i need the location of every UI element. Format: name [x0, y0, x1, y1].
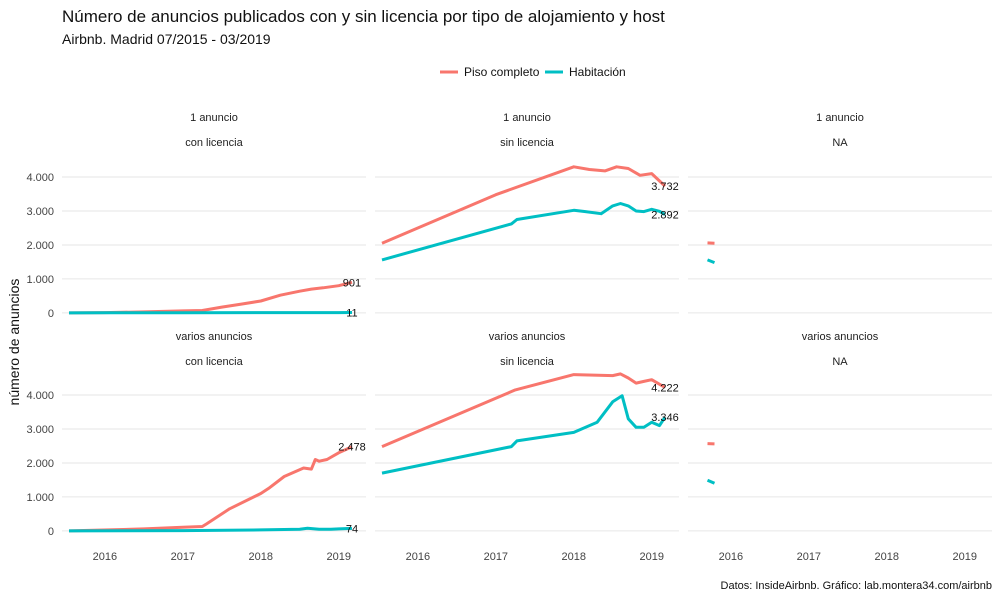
series-line-piso-completo [68, 280, 353, 315]
series-line-piso-completo [381, 165, 667, 245]
panel-1-anuncio-con-licencia: 1 anuncio con licencia 0 1.000 2.000 3.000 4.0… [26, 112, 366, 320]
y-tick-label: 4.000 [26, 172, 54, 184]
series-line-piso-completo [68, 445, 353, 533]
end-value-label: 2.892 [651, 210, 679, 222]
panel-varios-anuncios-na: varios anuncios NA 2016 2017 2018 2019 [688, 331, 992, 563]
x-tick-label: 2016 [406, 551, 430, 563]
series-line-piso-completo [381, 372, 666, 448]
x-tick-label: 2019 [639, 551, 663, 563]
strip-label-row: 1 anuncio [190, 112, 238, 124]
x-tick-label: 2017 [797, 551, 821, 563]
legend: Piso completo Habitación [440, 65, 626, 79]
end-value-label: 74 [346, 523, 358, 535]
panel-varios-anuncios-con-licencia: varios anuncios con licencia 0 1.000 2.000 3.… [26, 331, 366, 563]
chart-subtitle: Airbnb. Madrid 07/2015 - 03/2019 [62, 31, 271, 47]
y-tick-label: 1.000 [26, 492, 54, 504]
y-tick-label: 0 [48, 526, 54, 538]
legend-label-piso: Piso completo [464, 65, 540, 79]
series-line-habitacion [706, 258, 716, 264]
series-line-habitacion [381, 202, 666, 262]
strip-label-row: 1 anuncio [816, 112, 864, 124]
panels: 1 anuncio con licencia 0 1.000 2.000 3.000 4.0… [26, 112, 992, 563]
strip-label-col: sin licencia [500, 356, 555, 368]
end-value-label: 3.346 [651, 412, 679, 424]
strip-label-row: varios anuncios [176, 331, 253, 343]
panel-1-anuncio-sin-licencia: 1 anuncio sin licencia 3.732 2.892 [375, 112, 679, 314]
y-tick-label: 4.000 [26, 390, 54, 402]
legend-label-habitacion: Habitación [569, 65, 626, 79]
end-value-label: 2.478 [338, 442, 366, 454]
caption: Datos: InsideAirbnb. Gráfico: lab.monter… [721, 580, 992, 592]
x-tick-label: 2016 [719, 551, 743, 563]
series-line-habitacion [381, 394, 667, 475]
strip-label-row: 1 anuncio [503, 112, 551, 124]
y-tick-label: 0 [48, 308, 54, 320]
strip-label-row: varios anuncios [489, 331, 566, 343]
strip-label-col: con licencia [185, 356, 243, 368]
x-tick-label: 2017 [484, 551, 508, 563]
x-tick-label: 2019 [326, 551, 350, 563]
y-tick-label: 1.000 [26, 274, 54, 286]
strip-label-col: NA [832, 137, 848, 149]
x-tick-label: 2018 [875, 551, 899, 563]
end-value-label: 4.222 [651, 382, 679, 394]
strip-label-col: NA [832, 356, 848, 368]
x-tick-label: 2018 [562, 551, 586, 563]
y-axis-label: número de anuncios [6, 279, 22, 406]
y-tick-label: 3.000 [26, 206, 54, 218]
strip-label-col: sin licencia [500, 137, 555, 149]
y-tick-label: 3.000 [26, 424, 54, 436]
end-value-label: 901 [343, 277, 361, 289]
end-value-label: 3.732 [651, 181, 679, 193]
end-value-label: 11 [346, 308, 357, 320]
strip-label-col: con licencia [185, 137, 243, 149]
y-tick-label: 2.000 [26, 240, 54, 252]
series-line-habitacion [706, 478, 716, 485]
x-tick-label: 2017 [171, 551, 195, 563]
x-tick-label: 2016 [93, 551, 117, 563]
x-tick-label: 2019 [952, 551, 976, 563]
y-tick-label: 2.000 [26, 458, 54, 470]
x-tick-label: 2018 [249, 551, 273, 563]
panel-varios-anuncios-sin-licencia: varios anuncios sin licencia 2016 2017 2018 2… [375, 331, 679, 563]
strip-label-row: varios anuncios [802, 331, 879, 343]
chart-title: Número de anuncios publicados con y sin … [62, 7, 665, 26]
panel-1-anuncio-na: 1 anuncio NA [688, 112, 992, 314]
series-line-habitacion [68, 526, 353, 533]
